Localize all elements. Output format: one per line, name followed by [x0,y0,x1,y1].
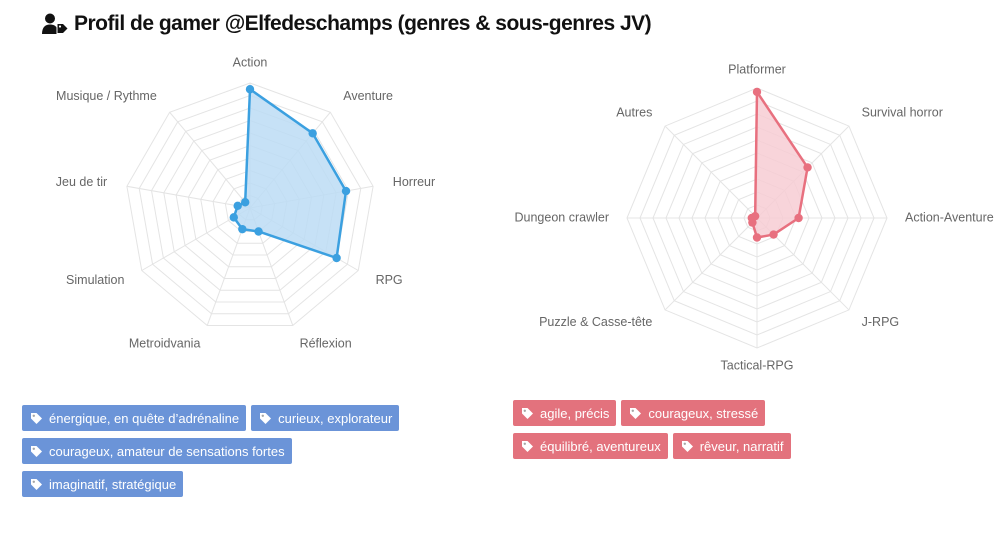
data-point-metroidvania[interactable] [238,224,247,234]
axis-label-j-rpg: J-RPG [862,315,900,329]
tag-icon [629,407,642,420]
tag-label: courageux, amateur de sensations fortes [49,443,285,459]
data-point-autres[interactable] [750,211,760,221]
page-header: Profil de gamer @Elfedeschamps (genres &… [42,12,652,36]
tag-icon [259,412,272,425]
tag-label: curieux, explorateur [278,410,393,426]
grid-spoke [169,111,251,209]
tag-row: agile, précis courageux, stressé [513,400,791,426]
tag-icon [30,412,43,425]
tag-row: énergique, en quête d’adrénaline curieux,… [22,405,400,431]
page-title: Profil de gamer @Elfedeschamps (genres &… [74,12,652,35]
data-point-j-rpg[interactable] [769,230,778,239]
data-point-jeu-de-tir[interactable] [233,201,242,211]
data-point-action[interactable] [245,85,255,94]
tag-list-subgenres: agile, précis courageux, stressé équilibré… [513,400,791,459]
tag-imaginatif-strategique[interactable]: imaginatif, stratégique [22,471,184,497]
tag-row: courageux, amateur de sensations fortes [22,438,399,464]
axis-label-aventure: Aventure [343,89,393,103]
tag-agile-precis[interactable]: agile, précis [513,400,617,426]
tag-reveur-narratif[interactable]: rêveur, narratif [672,433,791,459]
data-point-simulation[interactable] [229,213,238,222]
data-point-platformer[interactable] [752,87,762,97]
axis-label-autres: Autres [616,106,652,120]
axis-label-metroidvania: Metroidvania [129,337,201,351]
axis-label-action: Action [233,55,268,69]
grid-spoke [126,185,251,209]
tag-courageux-stresse[interactable]: courageux, stressé [621,400,766,426]
data-point-reflexion[interactable] [254,227,263,236]
tag-label: rêveur, narratif [699,438,784,454]
tag-row: équilibré, aventureux rêveur, narratif [513,433,791,459]
axis-label-rpg: RPG [376,273,403,287]
tag-label: énergique, en quête d’adrénaline [49,410,240,426]
tag-courageux-amateur-de-sensations-fortes[interactable]: courageux, amateur de sensations fortes [22,438,292,464]
data-point-action-aventure[interactable] [794,213,803,223]
data-point-aventure[interactable] [308,129,317,138]
tag-equilibre-aventureux[interactable]: équilibré, aventureux [513,433,668,459]
tag-icon [521,407,534,420]
grid-ring [138,94,362,315]
axis-label-action-aventure: Action-Aventure [905,210,994,224]
axis-label-puzzle-casse-tete: Puzzle & Casse-tête [539,315,652,329]
data-point-survival-horror[interactable] [803,163,812,172]
axis-label-survival-horror: Survival horror [862,106,943,120]
tag-list-genres: énergique, en quête d’adrénaline curieux,… [22,405,400,497]
grid-ring [150,107,350,303]
axis-label-jeu-de-tir: Jeu de tir [56,175,107,189]
tag-energique-en-quete-d-adrenaline[interactable]: énergique, en quête d’adrénaline [22,405,247,431]
tag-label: imaginatif, stratégique [49,476,177,492]
grid-ring [126,82,374,326]
user-tag-icon [42,13,68,35]
grid-spoke [664,217,758,311]
axis-label-platformer: Platformer [728,62,786,76]
tag-icon [521,440,534,453]
axis-label-dungeon-crawler: Dungeon crawler [515,210,610,224]
axis-label-musique-rythme: Musique / Rythme [56,89,157,103]
tag-label: courageux, stressé [648,405,759,421]
tag-row: imaginatif, stratégique [22,471,399,497]
tag-icon [30,478,43,491]
data-point-rpg[interactable] [332,253,341,263]
axis-label-simulation: Simulation [66,273,124,287]
radar-chart-genres: Action Aventure Horreur RPG Réflexion Metroid… [56,55,435,351]
axis-label-horreur: Horreur [393,175,435,189]
tag-icon [681,440,694,453]
data-point-horreur[interactable] [341,186,351,196]
tag-icon [30,445,43,458]
data-point-musique-rythme[interactable] [240,198,250,207]
axis-label-reflexion: Réflexion [300,337,352,351]
tag-label: équilibré, aventureux [540,438,661,454]
axis-label-tactical-rpg: Tactical-RPG [721,358,794,372]
grid-spoke [664,125,758,219]
tag-label: agile, précis [540,405,610,421]
data-point-tactical-rpg[interactable] [752,233,762,242]
radar-chart-subgenres: Platformer Survival horror Action-Aventure… [515,62,994,372]
tag-curieux-explorateur[interactable]: curieux, explorateur [251,405,400,431]
